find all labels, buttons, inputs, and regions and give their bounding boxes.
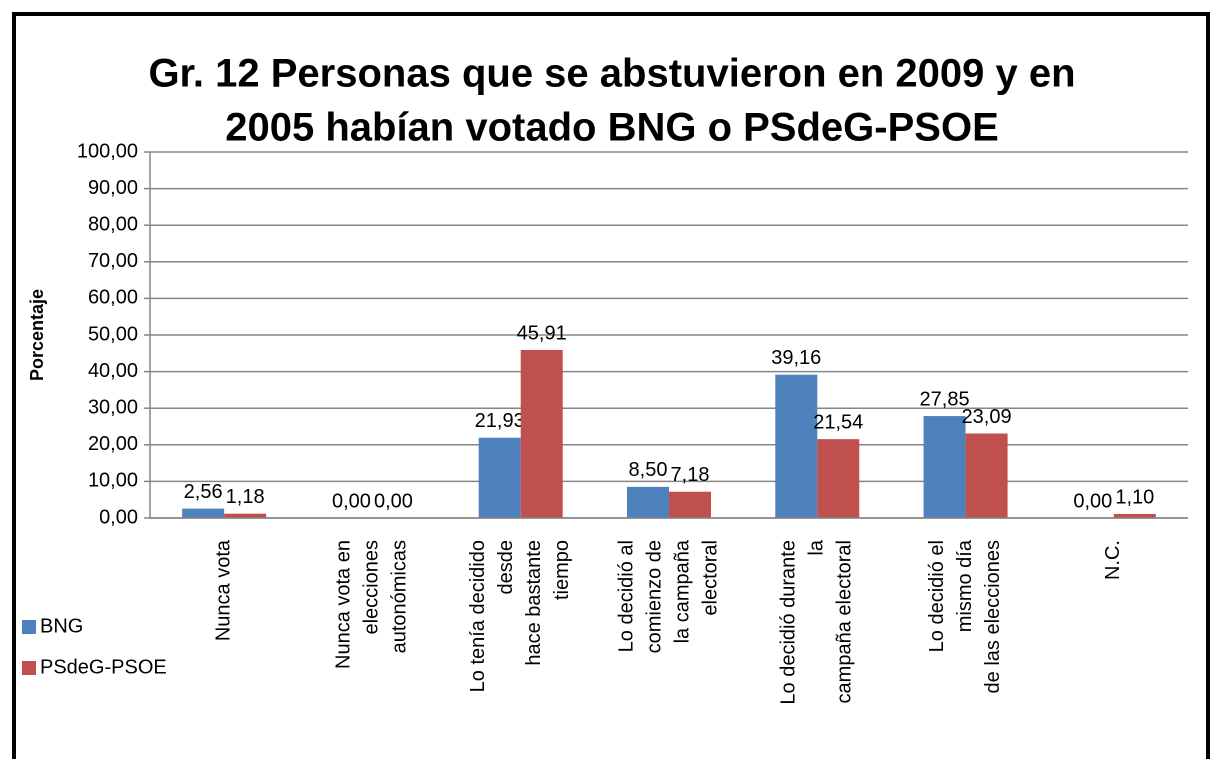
x-tick-label: hace bastante [523, 540, 545, 666]
y-tick-label: 50,00 [88, 323, 138, 345]
y-tick-label: 40,00 [88, 360, 138, 382]
x-tick-label: de las elecciones [982, 540, 1004, 693]
y-tick-label: 60,00 [88, 287, 138, 309]
x-tick-label: Lo decidió durante [778, 540, 800, 705]
x-tick-label: comienzo de [643, 540, 665, 653]
y-tick-label: 80,00 [88, 213, 138, 235]
y-tick-label: 100,00 [77, 140, 138, 162]
value-label: 1,18 [226, 486, 265, 508]
x-tick-label: tiempo [551, 540, 573, 600]
bar [669, 491, 711, 518]
value-label: 45,91 [517, 322, 567, 344]
bar [775, 374, 818, 518]
x-tick-label: electoral [699, 540, 721, 616]
value-label: 1,10 [1115, 486, 1154, 508]
y-axis-label: Porcentaje [27, 289, 47, 381]
value-label: 0,00 [332, 490, 371, 512]
x-tick-label: campaña electoral [834, 540, 856, 703]
legend-label: BNG [40, 615, 83, 637]
value-label: 2,56 [184, 481, 223, 503]
value-label: 21,93 [475, 410, 525, 432]
legend-swatch [22, 620, 36, 634]
chart-frame [12, 12, 1210, 759]
x-tick-label: Lo tenía decidido [467, 540, 489, 692]
bar [627, 486, 669, 518]
x-tick-label: Lo decidió el [926, 540, 948, 652]
x-tick-label: Nunca vota [212, 539, 234, 641]
chart-title: 2005 habían votado BNG o PSdeG-PSOE [225, 106, 999, 150]
y-tick-label: 20,00 [88, 433, 138, 455]
y-tick-label: 70,00 [88, 250, 138, 272]
x-tick-label: autonómicas [389, 540, 411, 653]
legend-label: PSdeG-PSOE [40, 656, 167, 678]
value-label: 21,54 [813, 411, 863, 433]
value-label: 0,00 [374, 490, 413, 512]
x-tick-label: desde [495, 540, 517, 595]
value-label: 8,50 [629, 459, 668, 481]
legend-swatch [22, 661, 36, 675]
x-tick-label: la [806, 539, 828, 555]
y-tick-label: 90,00 [88, 177, 138, 199]
x-tick-label: mismo día [954, 539, 976, 632]
bar [182, 508, 225, 518]
x-tick-label: la campaña [671, 539, 693, 643]
bar [817, 439, 860, 518]
bar [224, 513, 267, 518]
bar [478, 437, 521, 518]
value-label: 7,18 [671, 464, 710, 486]
bar [520, 349, 563, 518]
bar [1113, 513, 1156, 518]
value-label: 39,16 [771, 347, 821, 369]
bar [923, 416, 966, 518]
x-tick-label: Lo decidió al [615, 540, 637, 652]
y-tick-label: 30,00 [88, 396, 138, 418]
bar [965, 433, 1008, 518]
chart-title: Gr. 12 Personas que se abstuvieron en 20… [148, 52, 1075, 96]
value-label: 27,85 [920, 388, 970, 410]
x-tick-label: Nunca vota en [333, 540, 355, 669]
value-label: 23,09 [962, 406, 1012, 428]
x-tick-label: N.C. [1102, 540, 1124, 580]
y-tick-label: 0,00 [99, 506, 138, 528]
x-tick-label: elecciones [361, 540, 383, 635]
y-tick-label: 10,00 [88, 470, 138, 492]
value-label: 0,00 [1073, 490, 1112, 512]
